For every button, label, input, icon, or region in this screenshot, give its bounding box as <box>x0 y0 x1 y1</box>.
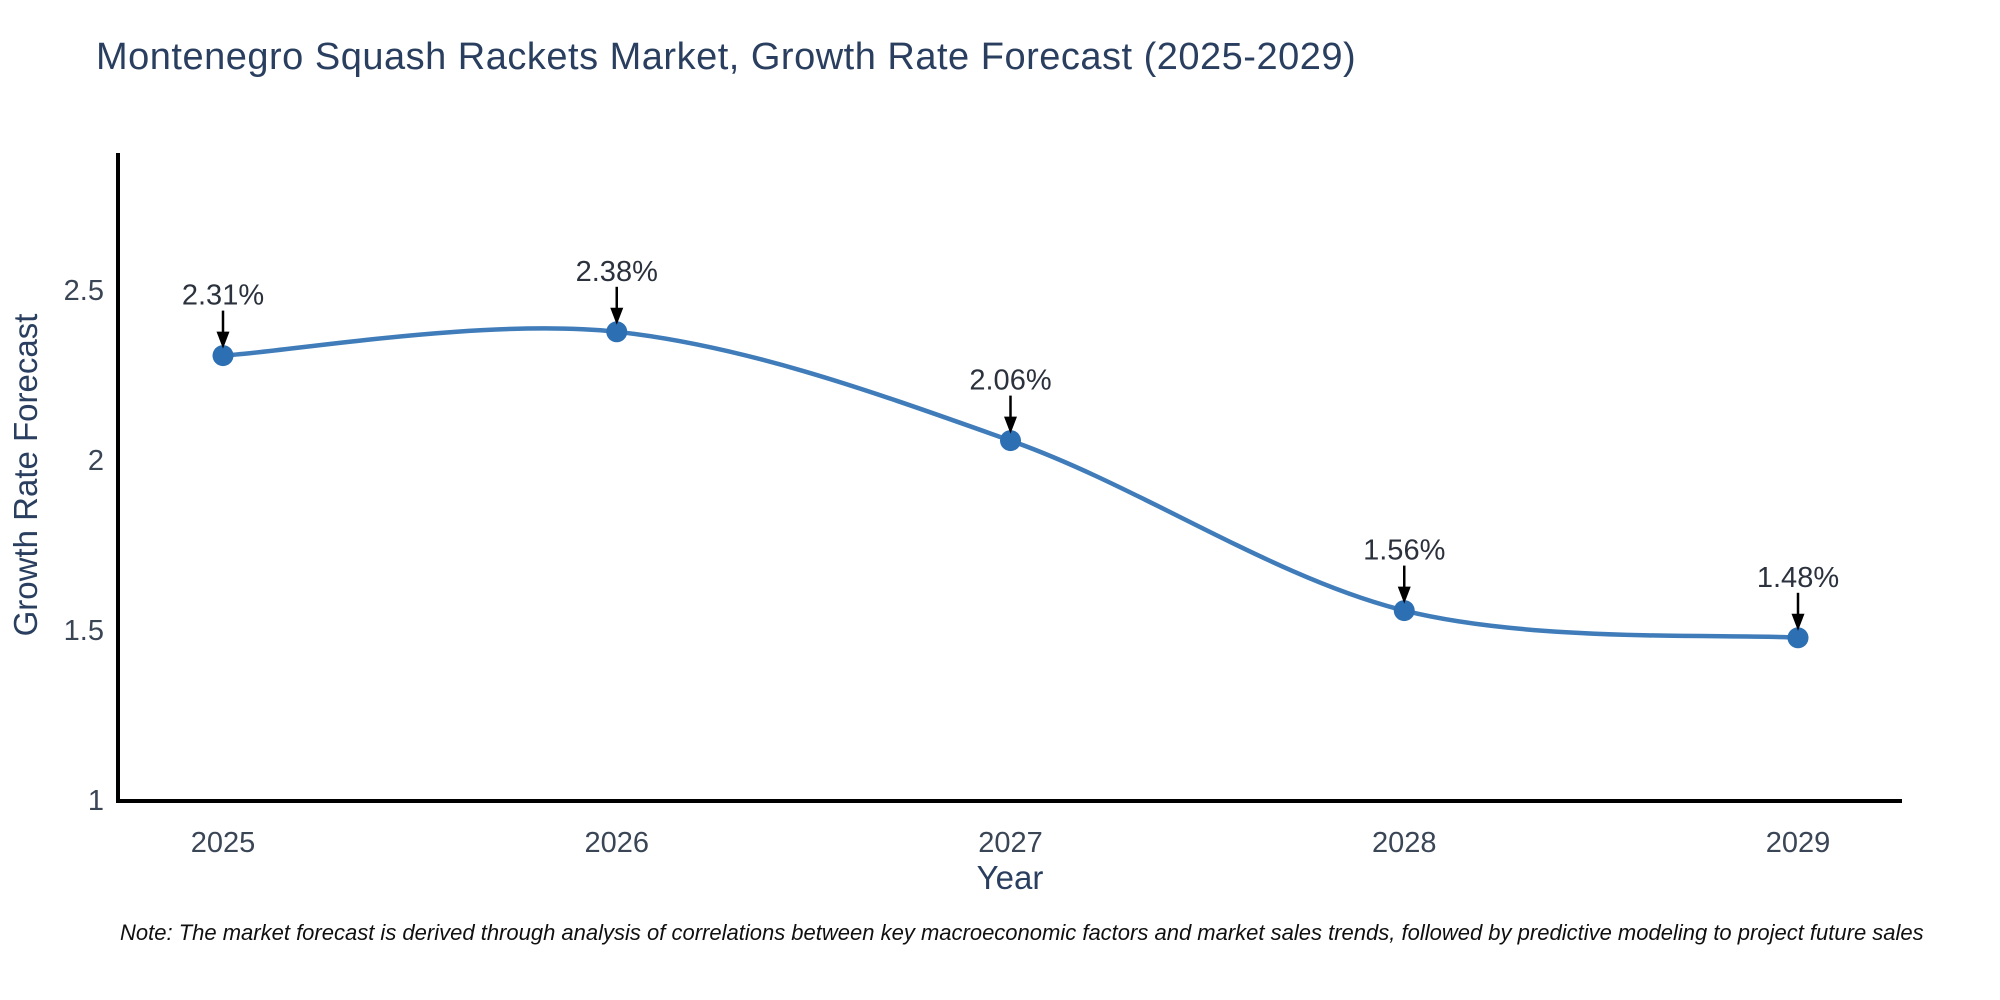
annotation-arrowhead <box>1791 613 1805 631</box>
y-tick-label: 2 <box>88 445 104 477</box>
data-point-label: 1.56% <box>1363 535 1445 567</box>
annotation-arrowhead <box>1397 586 1411 604</box>
y-tick-label: 1.5 <box>64 615 104 647</box>
data-point-label: 2.31% <box>182 280 264 312</box>
x-tick-label: 2029 <box>1766 827 1831 859</box>
y-tick-label: 1 <box>88 785 104 817</box>
data-point-label: 2.38% <box>576 256 658 288</box>
x-tick-label: 2027 <box>978 827 1043 859</box>
x-tick-label: 2028 <box>1372 827 1437 859</box>
data-point-marker <box>212 345 234 367</box>
axis-lines <box>116 153 1902 803</box>
x-axis-title: Year <box>976 859 1044 896</box>
data-point-label: 1.48% <box>1757 562 1839 594</box>
annotation-arrowhead <box>216 331 230 349</box>
annotation-arrowhead <box>1004 416 1017 434</box>
data-point-marker <box>1393 600 1415 622</box>
data-point-marker <box>1787 627 1809 649</box>
data-point-marker <box>606 321 628 343</box>
chart-title: Montenegro Squash Rackets Market, Growth… <box>96 36 1357 78</box>
footnote: Note: The market forecast is derived thr… <box>120 920 1924 945</box>
annotation-arrowhead <box>610 307 624 325</box>
x-tick-label: 2025 <box>191 827 256 859</box>
x-tick-label: 2026 <box>584 827 649 859</box>
y-tick-label: 2.5 <box>64 275 104 307</box>
data-point-marker <box>1000 430 1021 452</box>
data-point-label: 2.06% <box>969 365 1051 397</box>
